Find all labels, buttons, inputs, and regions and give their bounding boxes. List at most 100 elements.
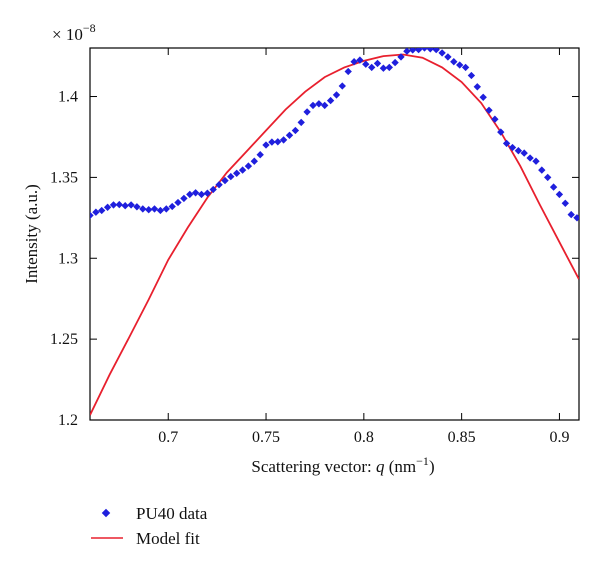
data-point <box>450 58 458 66</box>
data-point <box>156 206 165 215</box>
legend-item-pu40: PU40 data <box>101 504 208 523</box>
data-point <box>227 172 235 181</box>
data-point <box>338 82 346 90</box>
data-point <box>497 128 505 136</box>
data-point <box>326 96 335 105</box>
data-point <box>168 202 176 211</box>
data-point <box>203 189 212 197</box>
data-point <box>461 63 470 72</box>
tick-labels: 0.7 0.75 0.8 0.85 0.9 1.2 1.25 1.3 1.35 1.4 <box>50 89 569 446</box>
x-axis-title-variable: q <box>376 457 385 476</box>
data-point <box>303 108 311 116</box>
data-point <box>233 169 241 177</box>
data-point <box>180 194 188 203</box>
data-point <box>544 173 552 182</box>
data-point <box>186 190 194 199</box>
x-axis-title-prefix: Scattering vector: <box>251 457 376 476</box>
data-point <box>549 183 558 191</box>
x-tick-label: 0.9 <box>549 429 569 446</box>
axis-ticks <box>90 48 579 421</box>
data-point <box>285 131 294 139</box>
data-point <box>420 48 429 52</box>
data-point <box>139 205 147 213</box>
data-point <box>403 48 411 55</box>
data-point <box>209 185 217 194</box>
data-point <box>479 93 487 101</box>
data-point <box>279 136 288 144</box>
data-point <box>526 154 534 162</box>
x-tick-label: 0.85 <box>448 429 476 446</box>
y-multiplier-base: × 10 <box>52 25 83 44</box>
data-point <box>262 141 270 149</box>
plot-frame <box>89 47 580 421</box>
y-tick-label: 1.35 <box>50 169 78 186</box>
data-point <box>532 157 540 165</box>
x-tick-label: 0.8 <box>354 429 374 446</box>
pu40-data-series <box>90 48 579 222</box>
data-point <box>150 205 159 213</box>
data-point <box>561 199 569 207</box>
data-point <box>356 56 364 64</box>
y-tick-label: 1.2 <box>58 412 78 429</box>
data-point <box>332 91 341 99</box>
data-point <box>291 126 300 135</box>
data-point <box>397 53 405 61</box>
data-point <box>145 206 153 214</box>
data-point <box>274 138 282 146</box>
data-point <box>555 190 564 199</box>
data-point <box>456 61 464 69</box>
data-point <box>502 139 511 148</box>
y-multiplier-exponent: −8 <box>83 21 96 35</box>
legend-label-pu40: PU40 data <box>136 504 208 523</box>
data-point <box>174 198 182 207</box>
x-axis-title-unit-close: ) <box>429 457 435 476</box>
data-point <box>121 202 129 210</box>
data-point <box>238 166 247 174</box>
data-point <box>409 48 417 54</box>
x-axis-title: Scattering vector: q (nm−1) <box>251 454 434 476</box>
data-point <box>567 210 575 219</box>
data-point <box>508 143 517 152</box>
data-point <box>379 64 388 72</box>
data-point <box>297 118 305 127</box>
data-point <box>444 53 452 61</box>
data-point <box>215 181 223 189</box>
y-tick-label: 1.4 <box>58 89 78 106</box>
data-point <box>127 201 135 209</box>
data-point <box>256 151 264 159</box>
legend: PU40 data Model fit <box>91 504 208 548</box>
data-point <box>321 101 329 110</box>
data-point <box>197 190 206 199</box>
data-point <box>92 208 100 216</box>
y-multiplier: × 10−8 <box>52 21 96 44</box>
data-point <box>368 63 376 72</box>
data-point <box>491 115 499 123</box>
x-axis-title-unit-open: (nm <box>385 457 417 476</box>
legend-marker-icon <box>101 508 111 518</box>
data-point <box>315 100 323 108</box>
data-point <box>191 189 200 197</box>
data-point <box>133 203 141 211</box>
data-point <box>373 59 382 68</box>
x-tick-label: 0.75 <box>252 429 280 446</box>
data-point <box>268 138 276 146</box>
data-point <box>538 166 546 174</box>
data-point <box>414 48 423 54</box>
data-point <box>103 203 112 211</box>
data-point <box>350 58 358 66</box>
data-point <box>90 211 94 220</box>
data-point <box>385 63 393 72</box>
model-fit-series <box>90 53 579 416</box>
data-point <box>438 49 446 57</box>
x-tick-label: 0.7 <box>158 429 178 446</box>
y-tick-label: 1.3 <box>58 250 78 267</box>
model-fit-line <box>90 53 579 416</box>
y-axis-title: Intensity (a.u.) <box>22 184 41 284</box>
data-point <box>98 206 106 215</box>
legend-item-model: Model fit <box>91 529 200 548</box>
legend-label-model: Model fit <box>136 529 200 548</box>
data-point <box>432 48 440 54</box>
data-point <box>391 58 399 67</box>
data-point <box>344 67 352 76</box>
